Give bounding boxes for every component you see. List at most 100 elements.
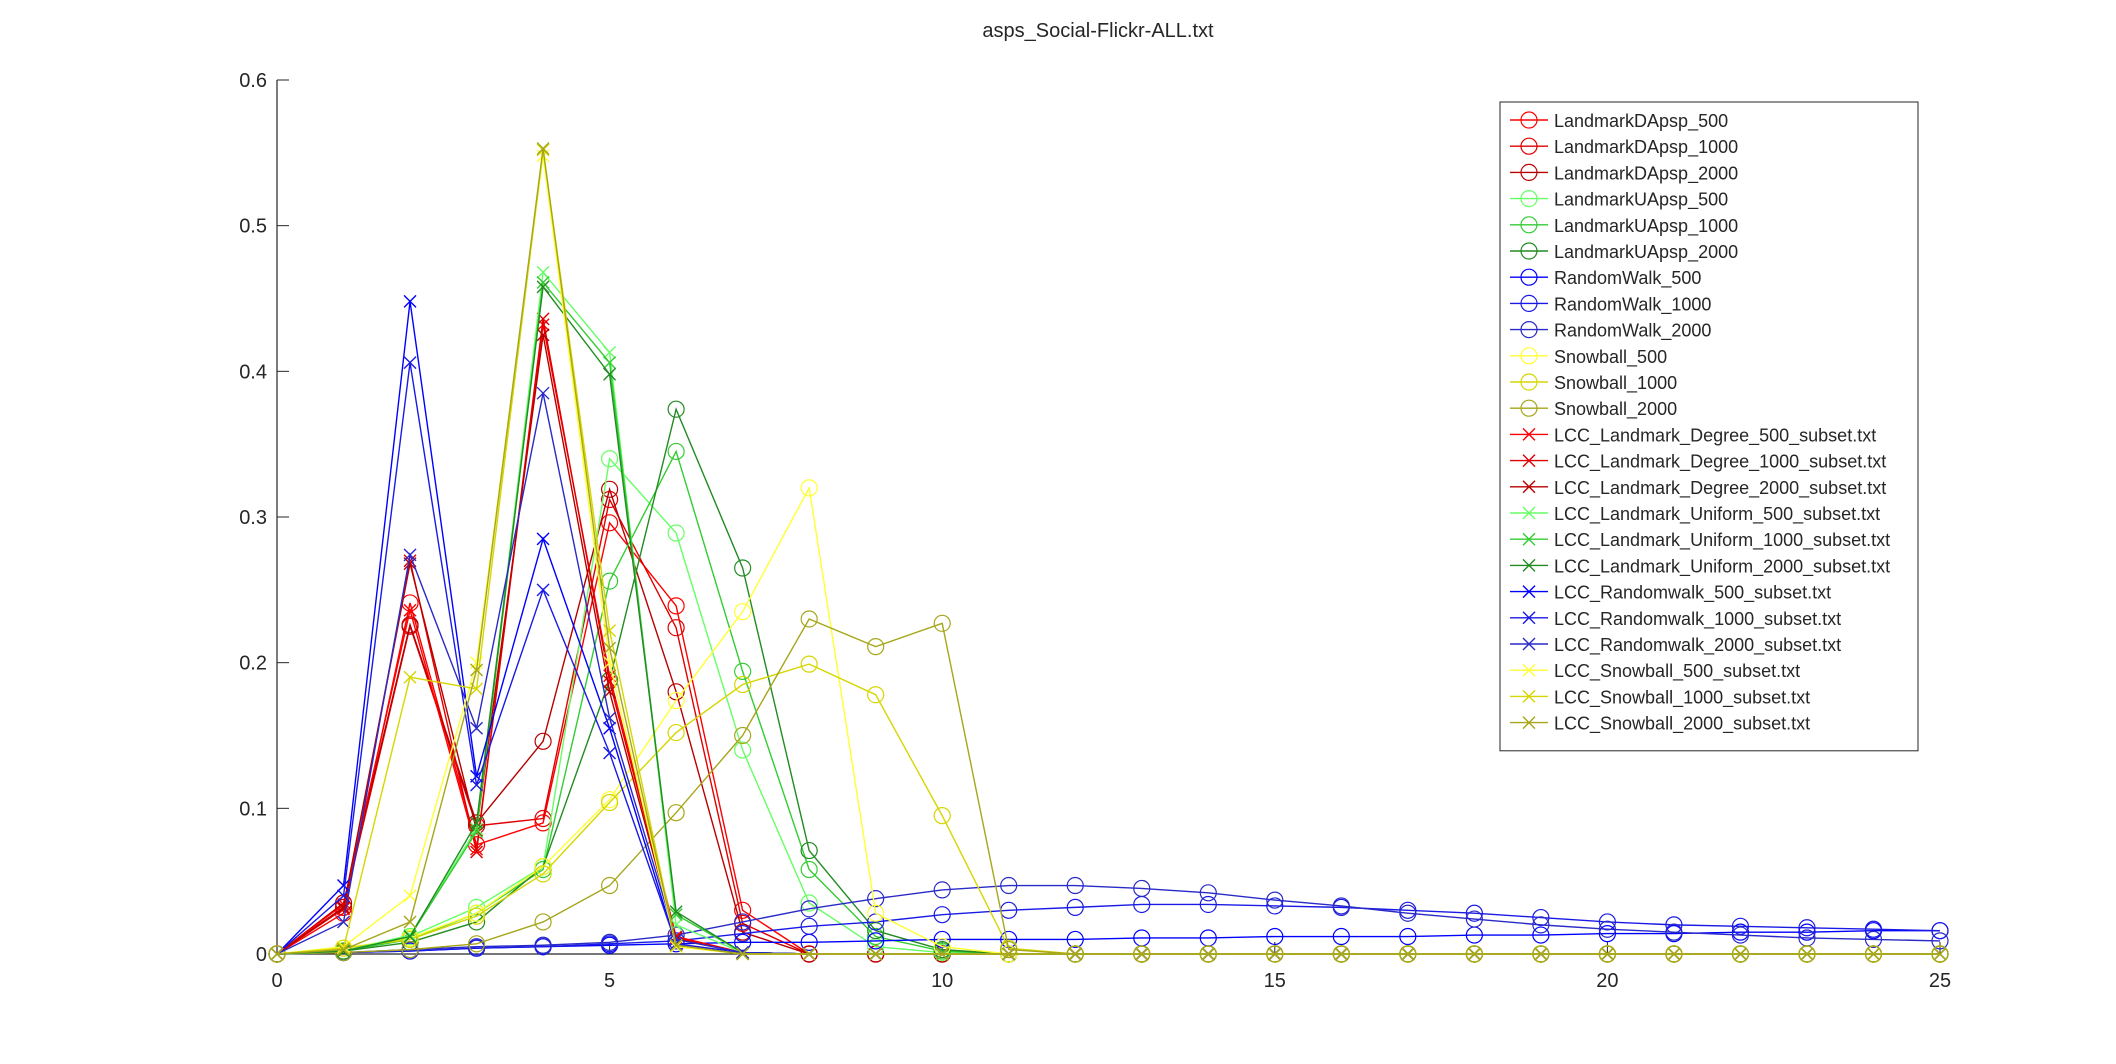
x-tick-label: 15 [1264,970,1286,992]
data-point [1520,216,1538,234]
x-tick-label: 0 [271,970,282,992]
data-point [403,930,417,944]
data-point [1000,876,1018,895]
legend-item: Snowball_2000 [1510,399,1677,420]
data-point [534,913,552,931]
data-point [1665,916,1683,934]
data-point [669,938,683,952]
data-point [1332,927,1350,946]
axes: 0 5 10 15 20 25 0 0.1 0.2 0.3 0.4 0.5 0.6 [239,70,1951,992]
series-lcc-snowball-2000-subset-txt [270,141,1947,961]
legend-label: LCC_Randomwalk_500_subset.txt [1554,583,1831,604]
legend-label: RandomWalk_500 [1554,268,1701,289]
legend-item: LCC_Snowball_2000_subset.txt [1510,714,1810,735]
data-point [1199,895,1217,914]
data-point [403,915,417,929]
legend-label: LandmarkUApsp_1000 [1554,216,1738,237]
data-point [1731,917,1750,935]
data-point [1534,947,1548,961]
series-line [276,148,1940,955]
data-point [1520,163,1538,181]
data-point [534,814,552,832]
data-point [467,935,486,953]
legend-item: LandmarkDApsp_2000 [1510,163,1738,184]
data-point [1522,532,1536,546]
data-point [867,904,885,922]
legend-item: LandmarkDApsp_500 [1510,111,1728,132]
data-point [337,915,351,929]
data-point [1520,399,1538,417]
data-point [669,905,683,919]
data-point [600,480,619,498]
data-point [734,675,752,694]
data-point [1667,947,1681,961]
data-point [403,603,417,617]
data-point [1066,876,1084,895]
data-point [1522,427,1536,441]
data-point [1520,111,1538,129]
data-point [800,655,818,673]
series-line [276,929,1940,955]
legend-item: LandmarkDApsp_1000 [1510,137,1738,158]
data-point [536,141,550,155]
data-point [600,450,619,468]
legend-item: RandomWalk_500 [1510,268,1701,289]
data-point [534,865,552,883]
data-point [667,723,685,742]
data-point [667,524,685,542]
data-point [867,638,885,656]
legend-item: RandomWalk_1000 [1510,294,1711,315]
data-point [1522,585,1536,599]
y-tick-label: 0.4 [239,361,267,383]
legend-label: LandmarkUApsp_2000 [1554,242,1738,263]
legend-label: Snowball_2000 [1554,399,1677,420]
legend-item: LCC_Landmark_Degree_2000_subset.txt [1510,478,1886,499]
data-point [933,906,951,924]
data-point [800,900,818,918]
data-point [1520,268,1538,286]
legend-item: LCC_Randomwalk_1000_subset.txt [1510,609,1841,630]
series-line [276,903,1941,955]
legend-label: LCC_Snowball_2000_subset.txt [1554,714,1810,735]
data-point [736,947,750,961]
data-point [1532,908,1550,927]
legend-label: Snowball_1000 [1554,373,1677,394]
data-point [467,907,486,925]
legend-item: LCC_Landmark_Uniform_2000_subset.txt [1510,556,1890,577]
legend-label: LCC_Randomwalk_2000_subset.txt [1554,635,1841,656]
data-point [536,386,550,400]
x-tick-label: 20 [1596,970,1618,992]
data-point [337,941,351,955]
data-point [734,933,752,951]
data-point [1600,947,1614,961]
data-point [734,559,752,577]
data-point [470,845,484,859]
data-point [536,532,550,546]
data-point [1520,321,1538,339]
data-point [802,947,816,961]
data-point [1066,930,1084,949]
data-point [933,930,951,949]
data-point [1266,897,1284,915]
data-point [1532,926,1550,944]
legend-item: LCC_Landmark_Uniform_500_subset.txt [1510,504,1880,525]
data-point [933,807,951,825]
data-point [1465,910,1483,928]
data-point [867,922,885,940]
data-point [401,616,419,634]
data-point [867,686,885,704]
legend-item: LandmarkUApsp_2000 [1510,242,1738,263]
data-point [1733,947,1747,961]
legend-item: LCC_Randomwalk_500_subset.txt [1510,583,1831,604]
plot-area [268,141,1949,963]
data-point [1520,242,1538,260]
data-point [401,941,419,959]
data-point [1068,947,1082,961]
data-point [536,583,550,597]
legend-item: LCC_Snowball_500_subset.txt [1510,661,1800,682]
data-point [669,940,683,954]
data-point [603,367,617,381]
data-point [1522,663,1536,677]
data-point [1598,925,1617,943]
